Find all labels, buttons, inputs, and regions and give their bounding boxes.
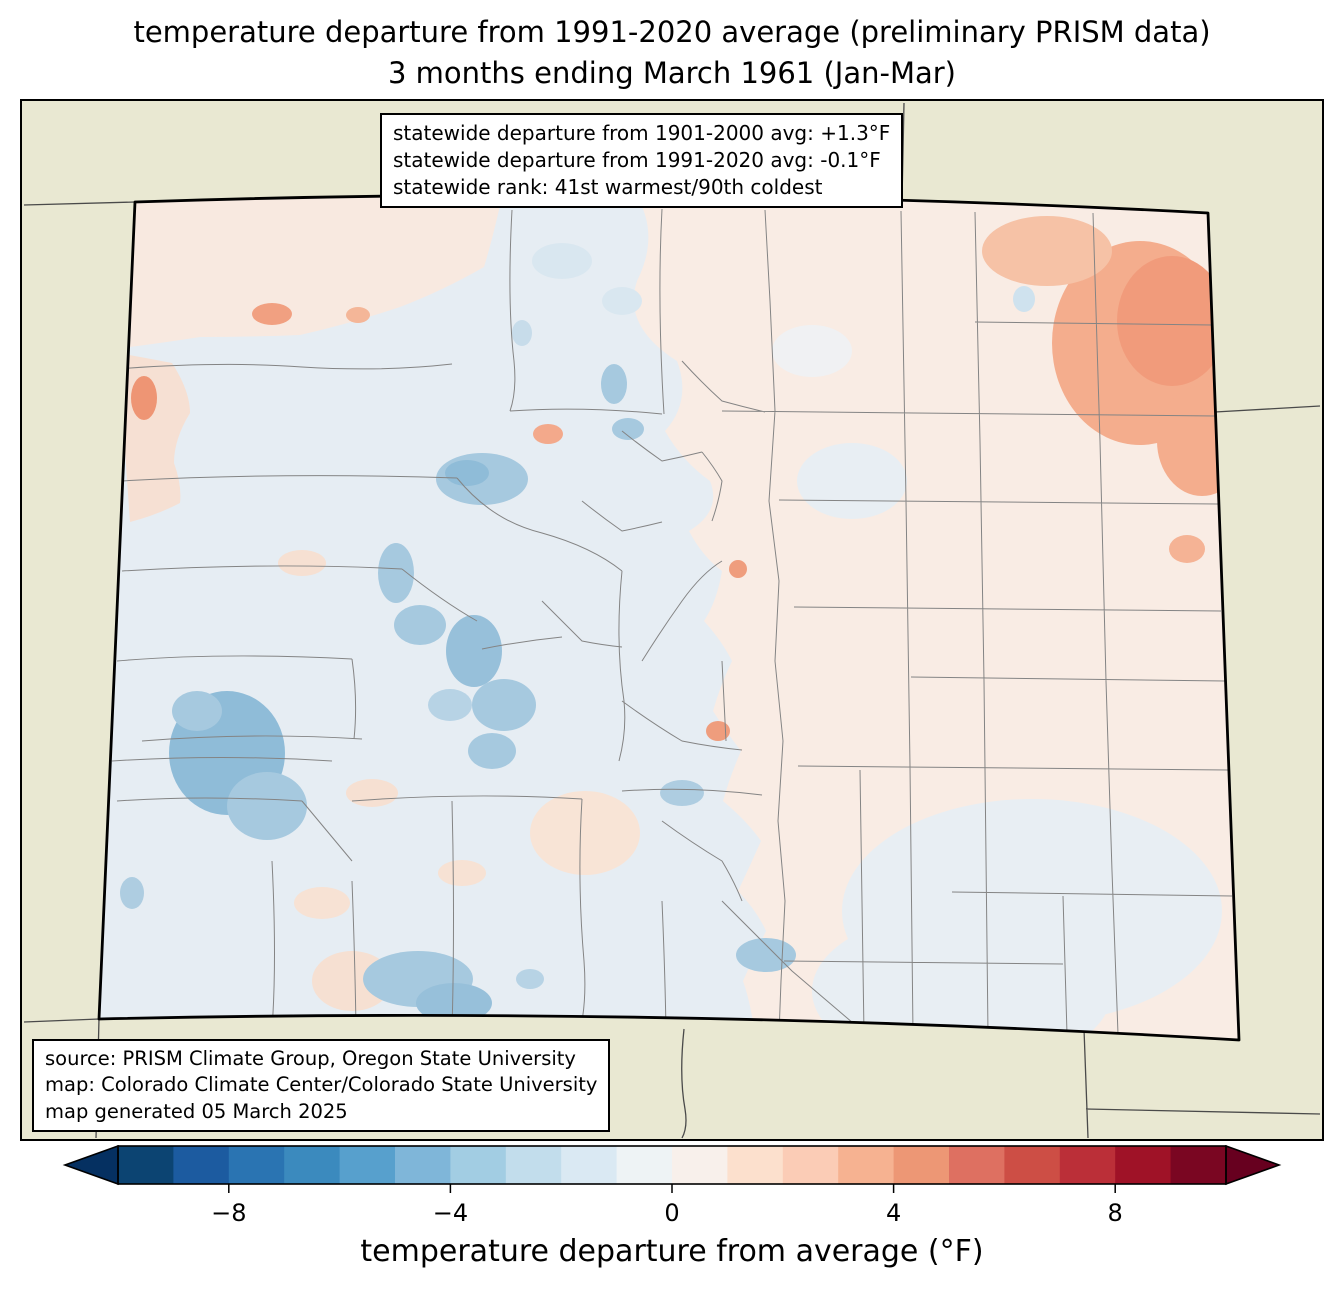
stats-line-3: statewide rank: 41st warmest/90th coldes… xyxy=(393,175,823,199)
source-line-2: map: Colorado Climate Center/Colorado St… xyxy=(45,1073,598,1097)
title-line-1: temperature departure from 1991-2020 ave… xyxy=(133,15,1211,49)
colorbar-axis-label: temperature departure from average (°F) xyxy=(360,1234,984,1269)
statewide-stats-box: statewide departure from 1901-2000 avg: … xyxy=(380,113,904,208)
stats-line-1: statewide departure from 1901-2000 avg: … xyxy=(393,121,891,145)
colorbar-tick-marks xyxy=(228,1184,1116,1193)
colorbar-tick-label: 8 xyxy=(1108,1199,1123,1227)
source-line-1: source: PRISM Climate Group, Oregon Stat… xyxy=(45,1047,576,1070)
colorado-temperature-map xyxy=(22,101,1322,1139)
temperature-anomaly-fills xyxy=(99,195,1239,1040)
source-line-3: map generated 05 March 2025 xyxy=(45,1099,348,1123)
colorbar-segments xyxy=(118,1146,1226,1184)
colorbar-right-arrow xyxy=(1225,1144,1282,1186)
map-canvas: statewide departure from 1901-2000 avg: … xyxy=(20,99,1324,1141)
stats-line-2: statewide departure from 1991-2020 avg: … xyxy=(393,148,881,172)
title-line-2: 3 months ending March 1961 (Jan-Mar) xyxy=(388,55,956,90)
county-boundary-lines xyxy=(111,208,1233,1035)
colorbar-svg: −8 −4 0 4 8 xyxy=(62,1144,1282,1227)
colorbar-tick-label: −4 xyxy=(433,1199,468,1227)
colorbar: −8 −4 0 4 8 xyxy=(62,1144,1282,1233)
colorbar-tick-label: 4 xyxy=(886,1199,901,1227)
colorbar-tick-label: 0 xyxy=(664,1199,679,1227)
colorbar-tick-label: −8 xyxy=(211,1199,246,1227)
source-attribution-box: source: PRISM Climate Group, Oregon Stat… xyxy=(32,1039,611,1132)
colorbar-left-arrow xyxy=(62,1144,119,1186)
page-title: temperature departure from 1991-2020 ave… xyxy=(0,12,1344,93)
